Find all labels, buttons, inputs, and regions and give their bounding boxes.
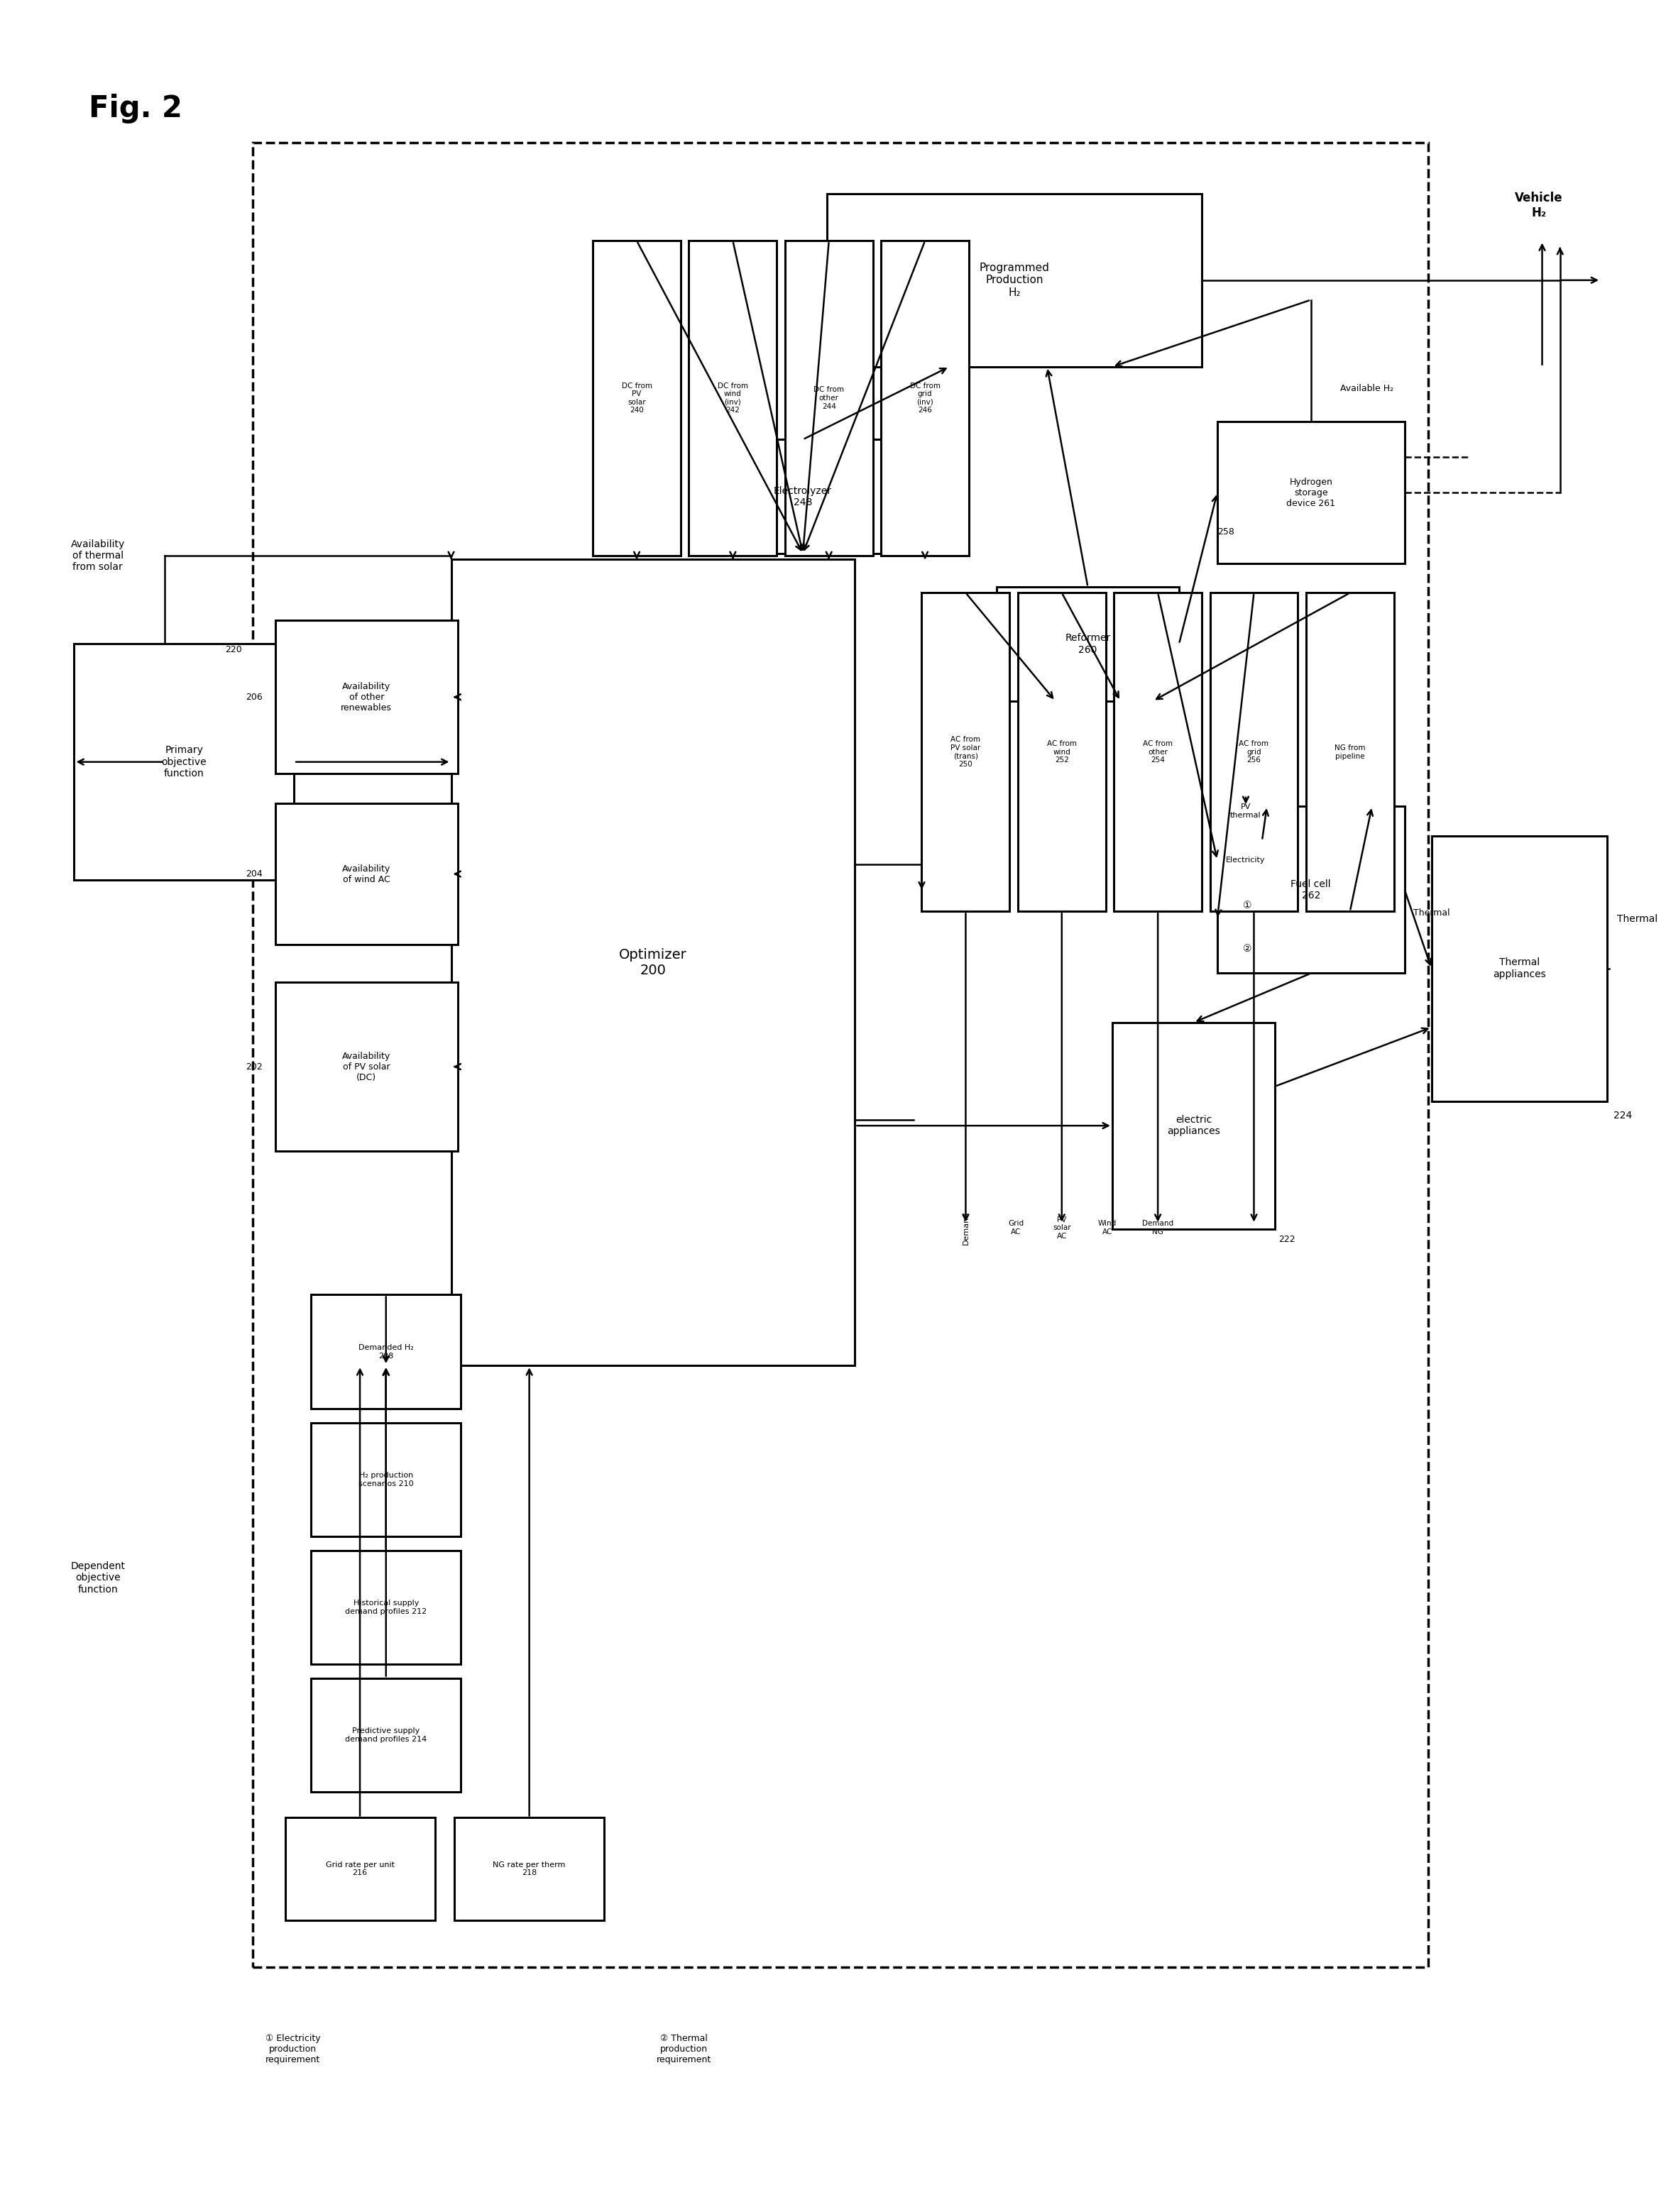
Bar bbox=[1115, 593, 1201, 911]
Text: DC from
wind
(inv)
242: DC from wind (inv) 242 bbox=[718, 383, 748, 414]
Text: Demanded H₂
208: Demanded H₂ 208 bbox=[358, 1345, 413, 1360]
Bar bbox=[312, 1679, 461, 1792]
Text: Availability
of wind AC: Availability of wind AC bbox=[342, 865, 390, 885]
Text: Reformer
260: Reformer 260 bbox=[1065, 633, 1111, 655]
Text: Demand
NG: Demand NG bbox=[1143, 1221, 1173, 1237]
Text: H₂ production
scenarios 210: H₂ production scenarios 210 bbox=[358, 1471, 413, 1486]
Text: Demand: Demand bbox=[963, 1212, 970, 1245]
Text: 222: 222 bbox=[1278, 1234, 1294, 1245]
Text: Thermal
appliances: Thermal appliances bbox=[1493, 958, 1546, 980]
Text: ①: ① bbox=[1243, 900, 1251, 911]
Text: Dependent
objective
function: Dependent objective function bbox=[70, 1562, 125, 1595]
Text: Wind
AC: Wind AC bbox=[1098, 1221, 1116, 1237]
Bar bbox=[710, 440, 896, 553]
Bar bbox=[455, 1818, 605, 1920]
Text: NG from
pipeline: NG from pipeline bbox=[1334, 745, 1366, 759]
Bar bbox=[1018, 593, 1106, 911]
Bar bbox=[1218, 422, 1404, 564]
Bar bbox=[688, 241, 776, 555]
Bar bbox=[785, 241, 873, 555]
Text: AC from
grid
256: AC from grid 256 bbox=[1240, 741, 1269, 763]
Text: Fig. 2: Fig. 2 bbox=[88, 93, 182, 124]
Text: Availability
of thermal
from solar: Availability of thermal from solar bbox=[70, 540, 125, 573]
Text: Available H₂: Available H₂ bbox=[1339, 383, 1393, 394]
Text: Availability
of PV solar
(DC): Availability of PV solar (DC) bbox=[342, 1051, 390, 1082]
Text: Vehicle
H₂: Vehicle H₂ bbox=[1514, 192, 1563, 219]
Text: AC from
PV solar
(trans)
250: AC from PV solar (trans) 250 bbox=[951, 737, 981, 768]
Bar bbox=[275, 619, 458, 774]
Text: PV
solar
AC: PV solar AC bbox=[1053, 1217, 1071, 1239]
Bar bbox=[312, 1294, 461, 1409]
Text: 202: 202 bbox=[245, 1062, 262, 1071]
Bar bbox=[996, 586, 1180, 701]
Bar bbox=[1431, 836, 1608, 1102]
Bar bbox=[75, 644, 293, 880]
Text: Historical supply
demand profiles 212: Historical supply demand profiles 212 bbox=[345, 1599, 426, 1615]
Text: AC from
wind
252: AC from wind 252 bbox=[1046, 741, 1076, 763]
Bar bbox=[275, 803, 458, 945]
Text: Grid
AC: Grid AC bbox=[1008, 1221, 1025, 1237]
Bar bbox=[593, 241, 681, 555]
Bar bbox=[828, 195, 1201, 367]
Text: 204: 204 bbox=[245, 869, 262, 878]
Text: ②: ② bbox=[1243, 945, 1251, 953]
Text: Thermal: Thermal bbox=[1413, 909, 1449, 918]
Bar bbox=[312, 1422, 461, 1537]
Bar bbox=[275, 982, 458, 1150]
Text: Availability
of other
renewables: Availability of other renewables bbox=[342, 681, 392, 712]
Text: Electrolyzer
248: Electrolyzer 248 bbox=[773, 487, 831, 507]
Text: Electricity: Electricity bbox=[1226, 856, 1266, 863]
Text: Hydrogen
storage
device 261: Hydrogen storage device 261 bbox=[1286, 478, 1336, 509]
Text: Optimizer
200: Optimizer 200 bbox=[620, 949, 686, 978]
Text: Grid rate per unit
216: Grid rate per unit 216 bbox=[325, 1860, 395, 1876]
Text: Fuel cell
262: Fuel cell 262 bbox=[1291, 878, 1331, 900]
Text: Programmed
Production
H₂: Programmed Production H₂ bbox=[980, 263, 1050, 299]
Text: DC from
grid
(inv)
246: DC from grid (inv) 246 bbox=[910, 383, 940, 414]
Text: PV
thermal: PV thermal bbox=[1230, 803, 1261, 818]
Text: 258: 258 bbox=[1218, 526, 1235, 538]
Text: AC from
other
254: AC from other 254 bbox=[1143, 741, 1173, 763]
Text: ① Electricity
production
requirement: ① Electricity production requirement bbox=[265, 2035, 320, 2064]
Bar bbox=[1113, 1022, 1274, 1230]
Text: 220: 220 bbox=[225, 646, 242, 655]
Bar bbox=[312, 1551, 461, 1663]
Bar bbox=[451, 560, 855, 1365]
Text: NG rate per therm
218: NG rate per therm 218 bbox=[493, 1860, 566, 1876]
Text: Thermal: Thermal bbox=[1618, 914, 1658, 925]
Text: DC from
other
244: DC from other 244 bbox=[813, 387, 845, 409]
Bar bbox=[1218, 805, 1404, 973]
Bar bbox=[921, 593, 1010, 911]
Bar bbox=[285, 1818, 435, 1920]
Text: 206: 206 bbox=[245, 692, 262, 701]
Text: DC from
PV
solar
240: DC from PV solar 240 bbox=[621, 383, 651, 414]
Text: Predictive supply
demand profiles 214: Predictive supply demand profiles 214 bbox=[345, 1728, 426, 1743]
Text: 224: 224 bbox=[1614, 1110, 1633, 1121]
Bar bbox=[253, 142, 1428, 1966]
Text: Primary
objective
function: Primary objective function bbox=[162, 745, 207, 779]
Bar bbox=[881, 241, 970, 555]
Text: electric
appliances: electric appliances bbox=[1168, 1115, 1220, 1137]
Text: ② Thermal
production
requirement: ② Thermal production requirement bbox=[656, 2035, 711, 2064]
Bar bbox=[1306, 593, 1394, 911]
Bar bbox=[1210, 593, 1298, 911]
